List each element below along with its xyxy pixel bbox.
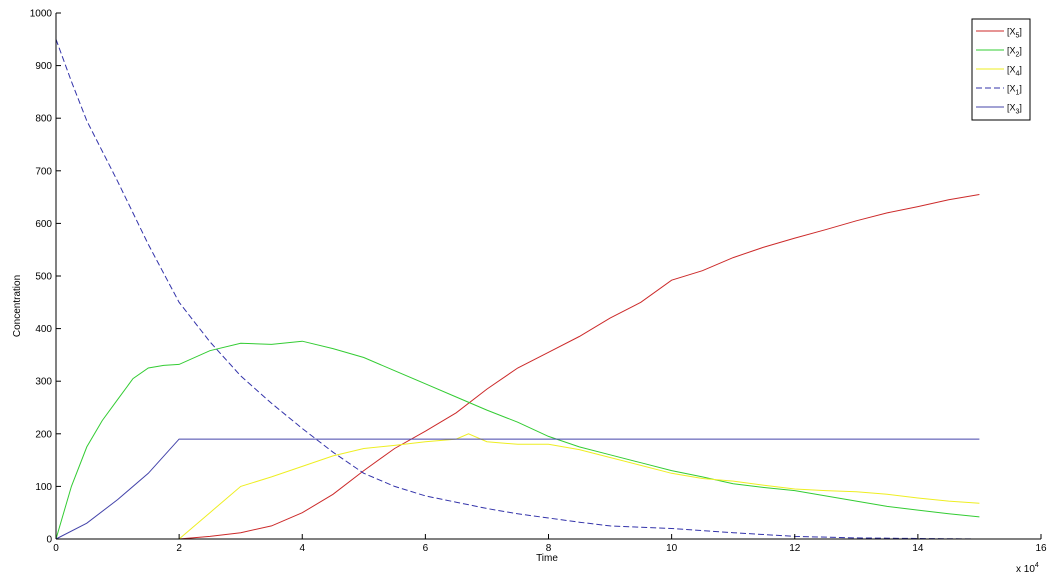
series-line-5 <box>55 438 980 540</box>
x-tick-label: 0 <box>53 543 59 554</box>
legend-item: [X4] <box>976 65 1022 78</box>
x-tick-label: 16 <box>1035 543 1047 554</box>
y-tick-label: 1000 <box>30 9 53 20</box>
legend-item: [X5] <box>976 27 1022 40</box>
series-line-4 <box>55 39 980 540</box>
y-tick-label: 0 <box>46 535 52 546</box>
x-tick-label: 14 <box>912 543 924 554</box>
axes: 0 2 4 6 8 10 12 14 16 0 100 200 300 400 500 600 700 800 90… <box>30 9 1047 555</box>
series-line-2 <box>55 340 980 540</box>
x-exponent-power: 4 <box>1035 562 1039 569</box>
x-tick-label: 10 <box>666 543 678 554</box>
legend-label: [X5] <box>1007 27 1022 40</box>
x-tick-label: 8 <box>546 543 552 554</box>
x-tick-label: 6 <box>423 543 429 554</box>
x-tick-label: 2 <box>176 543 182 554</box>
legend: [X5] [X2] [X4] [X1] [X3] <box>971 18 1031 121</box>
y-tick-label: 600 <box>35 219 52 230</box>
y-tick-label: 400 <box>35 324 52 335</box>
y-tick-label: 100 <box>35 482 52 493</box>
plot-area <box>55 39 980 540</box>
y-axis-label: Concentration <box>12 275 23 337</box>
series-line-1 <box>179 194 980 540</box>
legend-label: [X3] <box>1007 103 1022 116</box>
legend-label: [X1] <box>1007 84 1022 97</box>
legend-item: [X1] <box>976 84 1022 97</box>
x-exponent-label: x 104 <box>1016 562 1039 575</box>
y-tick-label: 200 <box>35 429 52 440</box>
y-tick-label: 900 <box>35 61 52 72</box>
x-tick-label: 4 <box>299 543 305 554</box>
series-line-3 <box>56 433 980 540</box>
legend-item: [X3] <box>976 103 1022 116</box>
y-tick-label: 800 <box>35 114 52 125</box>
x-tick-label: 12 <box>789 543 801 554</box>
x-axis-label: Time <box>536 553 558 564</box>
legend-item: [X2] <box>976 46 1022 59</box>
x-exponent-base: x 10 <box>1016 564 1035 575</box>
legend-label: [X4] <box>1007 65 1022 78</box>
y-tick-label: 300 <box>35 377 52 388</box>
legend-label: [X2] <box>1007 46 1022 59</box>
y-tick-label: 500 <box>35 272 52 283</box>
y-tick-label: 700 <box>35 166 52 177</box>
